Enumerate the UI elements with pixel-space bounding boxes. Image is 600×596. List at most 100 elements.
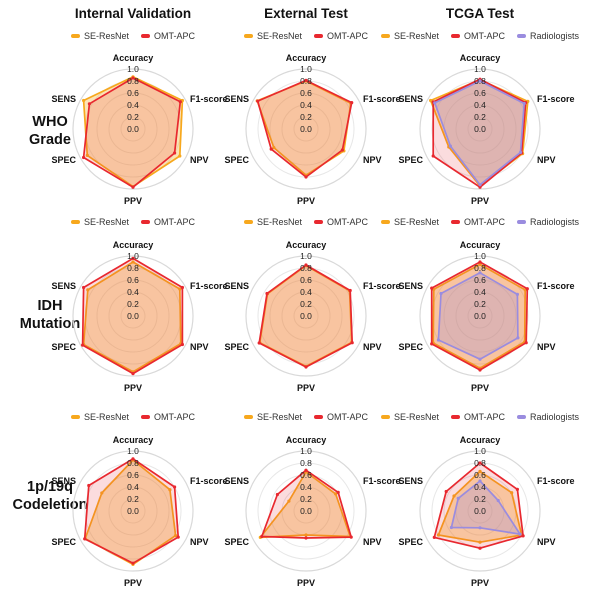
- legend-label: OMT-APC: [463, 217, 505, 227]
- radar-chart-idh-mutation-internal-validation: 1.0 0.8 0.6 0.4 0.2 0.0 Accuracy F1-score NPV PPV…: [51, 240, 228, 393]
- legend-marker-icon: [380, 219, 390, 225]
- radial-tick-label: 1.0: [474, 251, 486, 261]
- data-point-marker: [340, 148, 344, 152]
- data-point-marker: [478, 183, 482, 187]
- axis-label-sens: SENS: [224, 281, 249, 291]
- radar-chart-1p-19q-codeletion-external-test: 1.0 0.8 0.6 0.4 0.2 0.0 Accuracy F1-score NPV PPV…: [224, 435, 400, 588]
- grid-ring: [293, 303, 319, 329]
- data-point-marker: [82, 98, 86, 103]
- legend-label: SE-ResNet: [256, 412, 302, 422]
- radar-chart-who-grade-tcga-test: 1.0 0.8 0.6 0.4 0.2 0.0 Accuracy F1-score NPV PPV…: [398, 53, 575, 206]
- axis-label-npv: NPV: [363, 342, 382, 352]
- legend-marker-icon: [314, 33, 323, 39]
- radial-tick-label: 0.0: [127, 506, 139, 516]
- grid-ring: [269, 279, 343, 353]
- radial-tick-label: 0.4: [474, 100, 486, 110]
- radial-tick-label: 1.0: [127, 64, 139, 74]
- grid-ring: [281, 104, 331, 154]
- data-point-marker: [515, 487, 519, 491]
- grid-ring: [108, 291, 158, 341]
- data-point-marker: [348, 288, 352, 293]
- axis-label-accuracy: Accuracy: [113, 53, 154, 63]
- radial-tick-label: 0.0: [474, 506, 486, 516]
- column-title-internal-validation: Internal Validation: [74, 6, 192, 21]
- data-point-marker: [336, 490, 340, 494]
- row-label-who-grade: WHO Grade: [29, 114, 71, 149]
- legend-item-omt-apc: OMT-APC: [314, 412, 368, 422]
- data-point-marker: [436, 338, 440, 342]
- axis-label-ppv: PPV: [297, 383, 315, 393]
- data-point-marker: [518, 532, 522, 536]
- legend-item-se-resnet: SE-ResNet: [380, 217, 439, 227]
- grid-ring: [281, 291, 331, 341]
- radial-tick-label: 0.2: [474, 494, 486, 504]
- axis-label-f1-score: F1-score: [190, 281, 228, 291]
- legend-marker-icon: [517, 219, 526, 225]
- grid-ring: [455, 291, 505, 341]
- legend-label: OMT-APC: [327, 412, 369, 422]
- data-point-marker: [496, 498, 500, 503]
- legend-label: OMT-APC: [154, 31, 196, 41]
- grid-ring: [269, 92, 343, 166]
- grid-ring: [419, 68, 541, 190]
- legend-item-se-resnet: SE-ResNet: [70, 31, 129, 41]
- legend-marker-icon: [141, 219, 150, 225]
- axis-label-spec: SPEC: [51, 155, 76, 165]
- axis-label-f1-score: F1-score: [537, 94, 575, 104]
- legend-label: OMT-APC: [154, 217, 196, 227]
- axis-label-spec: SPEC: [224, 155, 249, 165]
- radar-chart-idh-mutation-tcga-test: 1.0 0.8 0.6 0.4 0.2 0.0 Accuracy F1-score NPV PPV…: [398, 240, 575, 393]
- grid-ring: [96, 279, 170, 353]
- axis-label-npv: NPV: [190, 155, 209, 165]
- legend-who-grade-external-test: SE-ResNet OMT-APC: [201, 30, 411, 42]
- legend-item-omt-apc: OMT-APC: [450, 31, 505, 41]
- legend-marker-icon: [450, 414, 460, 420]
- axis-label-f1-score: F1-score: [537, 281, 575, 291]
- radial-tick-label: 0.6: [474, 88, 486, 98]
- radial-tick-label: 0.8: [474, 263, 486, 273]
- legend-item-omt-apc: OMT-APC: [141, 217, 195, 227]
- data-point-marker: [178, 287, 182, 291]
- legend-label: Radiologists: [530, 31, 580, 41]
- radial-tick-label: 0.0: [127, 124, 139, 134]
- data-point-marker: [444, 489, 448, 494]
- column-title-external-test: External Test: [264, 6, 348, 21]
- data-point-marker: [430, 342, 434, 346]
- grid-ring: [455, 104, 505, 154]
- data-point-marker: [304, 468, 308, 472]
- axis-label-sens: SENS: [398, 476, 423, 486]
- data-point-marker: [452, 494, 456, 498]
- radial-tick-label: 1.0: [474, 446, 486, 456]
- grid-ring: [443, 279, 517, 353]
- legend-item-omt-apc: OMT-APC: [450, 217, 505, 227]
- data-point-marker: [304, 78, 308, 82]
- legend-item-omt-apc: OMT-APC: [314, 217, 368, 227]
- axis-label-f1-score: F1-score: [537, 476, 575, 486]
- data-point-marker: [168, 488, 172, 492]
- data-point-marker: [85, 153, 89, 157]
- legend-label: SE-ResNet: [83, 217, 129, 227]
- grid-ring: [108, 104, 158, 154]
- axis-label-spec: SPEC: [398, 342, 423, 352]
- axis-label-ppv: PPV: [124, 383, 142, 393]
- axis-label-sens: SENS: [51, 94, 76, 104]
- radial-tick-label: 0.0: [474, 311, 486, 321]
- radial-tick-label: 0.6: [300, 275, 312, 285]
- column-title-tcga-test: TCGA Test: [445, 6, 515, 21]
- axis-label-sens: SENS: [224, 94, 249, 104]
- legend-idh-mutation-external-test: SE-ResNet OMT-APC: [201, 216, 411, 228]
- radial-tick-label: 0.2: [300, 299, 312, 309]
- radial-tick-label: 1.0: [127, 446, 139, 456]
- data-point-marker: [87, 102, 91, 106]
- legend-item-omt-apc: OMT-APC: [450, 412, 505, 422]
- axis-label-spec: SPEC: [51, 537, 76, 547]
- radial-tick-label: 1.0: [300, 251, 312, 261]
- data-point-marker: [524, 341, 528, 345]
- legend-who-grade-internal-validation: SE-ResNet OMT-APC: [28, 30, 238, 42]
- axis-label-accuracy: Accuracy: [286, 53, 327, 63]
- radial-tick-label: 0.8: [474, 458, 486, 468]
- radial-tick-label: 0.0: [127, 311, 139, 321]
- data-point-marker: [131, 457, 135, 461]
- legend-item-se-resnet: SE-ResNet: [243, 31, 302, 41]
- data-point-marker: [87, 483, 91, 488]
